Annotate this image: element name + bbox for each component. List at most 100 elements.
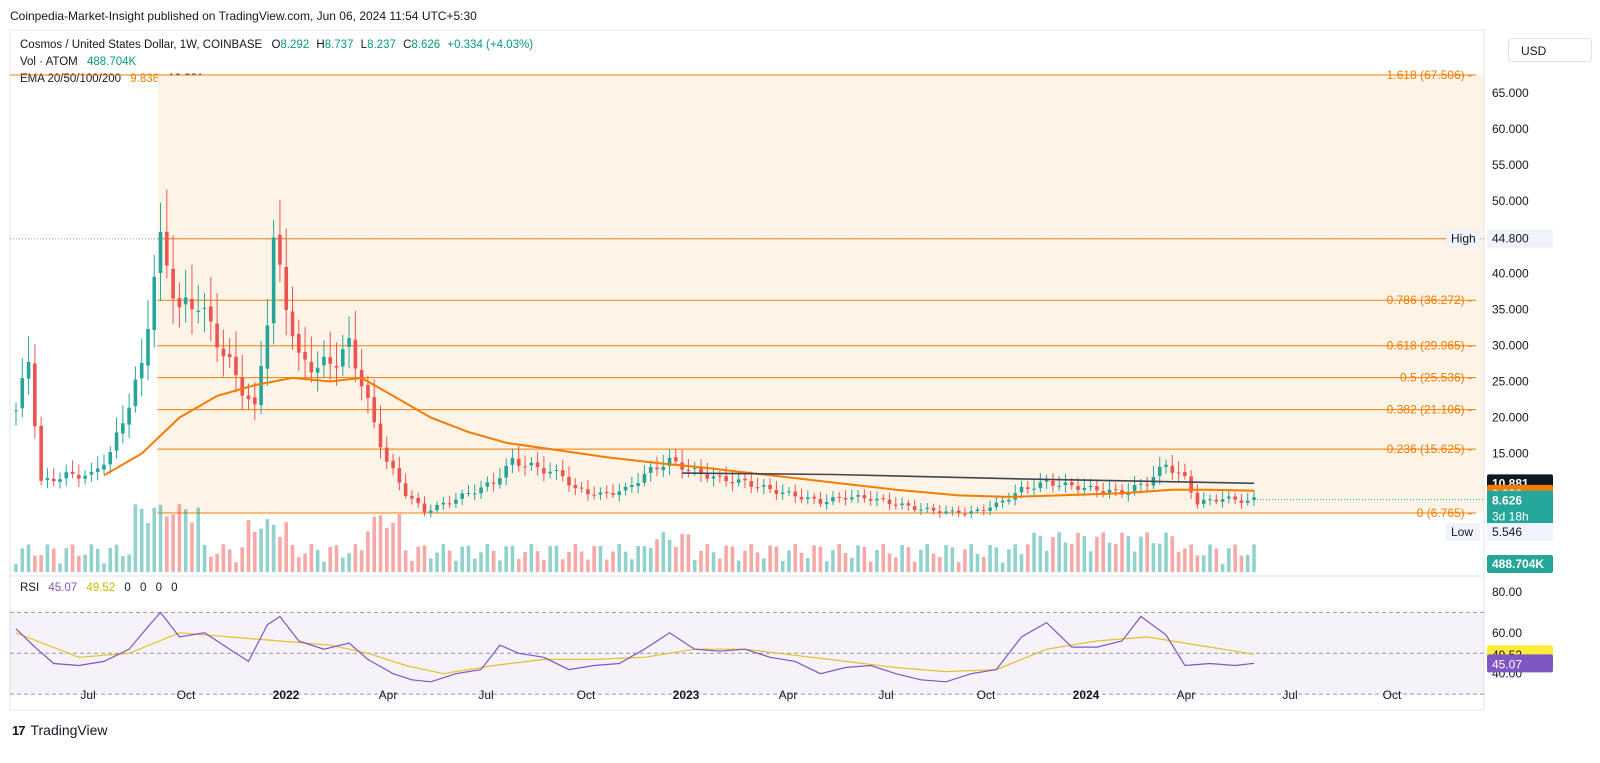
volume-bar: [334, 545, 339, 572]
currency-button[interactable]: USD: [1508, 38, 1592, 62]
candle-body: [975, 509, 980, 511]
candle-body: [1025, 487, 1030, 489]
candle-body: [674, 457, 678, 462]
candle-body: [868, 499, 873, 501]
candle-body: [988, 507, 992, 511]
candle-body: [661, 466, 666, 471]
rsi-badge-label: 45.07: [1492, 657, 1522, 671]
volume-bar: [1082, 535, 1087, 572]
volume-bar: [303, 553, 307, 572]
volume-bar: [422, 545, 427, 572]
candle-body: [278, 234, 282, 265]
x-tick-label: Jul: [1282, 688, 1297, 702]
ohlc-close-label: C: [403, 39, 412, 51]
candle-body: [912, 506, 917, 510]
candle-body: [1069, 482, 1074, 486]
footer-brand: TradingView: [30, 722, 108, 738]
publisher-line: Coinpedia-Market-Insight published on Tr…: [10, 9, 477, 23]
candle-body: [479, 487, 483, 494]
volume-bar: [1145, 532, 1149, 572]
candle-body: [152, 276, 157, 331]
candle-body: [45, 478, 50, 481]
volume-bar: [900, 545, 904, 572]
candle-body: [1076, 486, 1080, 490]
candle-body: [83, 475, 87, 479]
tradingview-footer[interactable]: 17 TradingView: [12, 722, 108, 738]
volume-bar: [378, 515, 383, 572]
candle-body: [391, 460, 395, 469]
candle-body: [1176, 472, 1181, 474]
ohlc-open-label: O: [271, 39, 281, 51]
x-tick-label: 2024: [1073, 688, 1100, 702]
candle-body: [1245, 500, 1250, 503]
candle-body: [108, 452, 113, 465]
rsi-extra-1: 0: [124, 582, 131, 594]
volume-bar: [730, 546, 735, 572]
rsi-label: RSI: [20, 582, 40, 594]
y-tick-label: 15.000: [1492, 447, 1529, 461]
rsi-line: [15, 611, 1255, 683]
rsi-ma-value: 49.52: [86, 582, 116, 594]
x-tick-label: Oct: [1383, 688, 1402, 702]
volume-bar: [1051, 537, 1055, 572]
volume-bar: [77, 555, 81, 572]
volume-bar: [265, 519, 270, 572]
high-tag-badge: [1446, 229, 1480, 248]
volume-bar: [1245, 554, 1250, 572]
volume-bar: [887, 553, 892, 572]
volume-label: Vol · ATOM: [20, 56, 78, 68]
volume-bar: [711, 552, 716, 572]
volume-bar: [1013, 544, 1017, 572]
volume-bar: [893, 557, 898, 572]
volume-bar: [121, 556, 125, 572]
candle-body: [410, 495, 414, 499]
candle-body: [736, 479, 741, 483]
x-tick-label: 2022: [273, 688, 300, 702]
tradingview-logo-icon: 17: [12, 722, 26, 738]
volume-bar: [661, 532, 666, 572]
candle-body: [127, 407, 131, 425]
volume-bar: [89, 544, 94, 572]
volume-bar: [944, 545, 948, 572]
volume-bar: [202, 544, 207, 572]
volume-bar: [410, 560, 414, 572]
volume-bar: [919, 549, 923, 572]
volume-bar: [736, 560, 741, 572]
candle-body: [1057, 485, 1061, 487]
ema-value-1: 9.838: [130, 73, 160, 85]
volume-bar: [912, 561, 917, 572]
candle-body: [33, 363, 37, 427]
candle-body: [340, 349, 345, 367]
volume-bar: [1000, 562, 1005, 572]
candle-body: [963, 513, 967, 515]
candle-body: [1195, 492, 1200, 505]
volume-bar: [190, 522, 194, 572]
volume-bar: [290, 545, 295, 572]
volume-bar: [1113, 543, 1118, 572]
candle-body: [535, 462, 540, 468]
volume-bar: [1214, 548, 1219, 572]
candle-body: [523, 466, 527, 468]
candle-body: [655, 467, 659, 470]
volume-bar: [127, 554, 131, 572]
candle-body: [1113, 489, 1118, 491]
volume-bar: [454, 560, 458, 572]
candle-body: [718, 475, 722, 477]
volume-bar: [45, 544, 50, 572]
volume-bar: [328, 546, 333, 572]
candle-body: [806, 497, 810, 499]
low-tag-text: Low: [1451, 525, 1473, 539]
candle-body: [919, 509, 923, 511]
volume-bar: [58, 563, 62, 572]
candle-body: [937, 511, 942, 514]
candle-body: [265, 325, 270, 369]
volume-bar: [950, 547, 955, 572]
volume-bar: [102, 563, 106, 572]
x-tick-label: Oct: [977, 688, 996, 702]
volume-bar: [1164, 532, 1168, 572]
volume-bar: [881, 544, 886, 572]
candle-body: [604, 492, 609, 494]
candle-body: [636, 483, 640, 487]
candle-body: [755, 487, 760, 489]
